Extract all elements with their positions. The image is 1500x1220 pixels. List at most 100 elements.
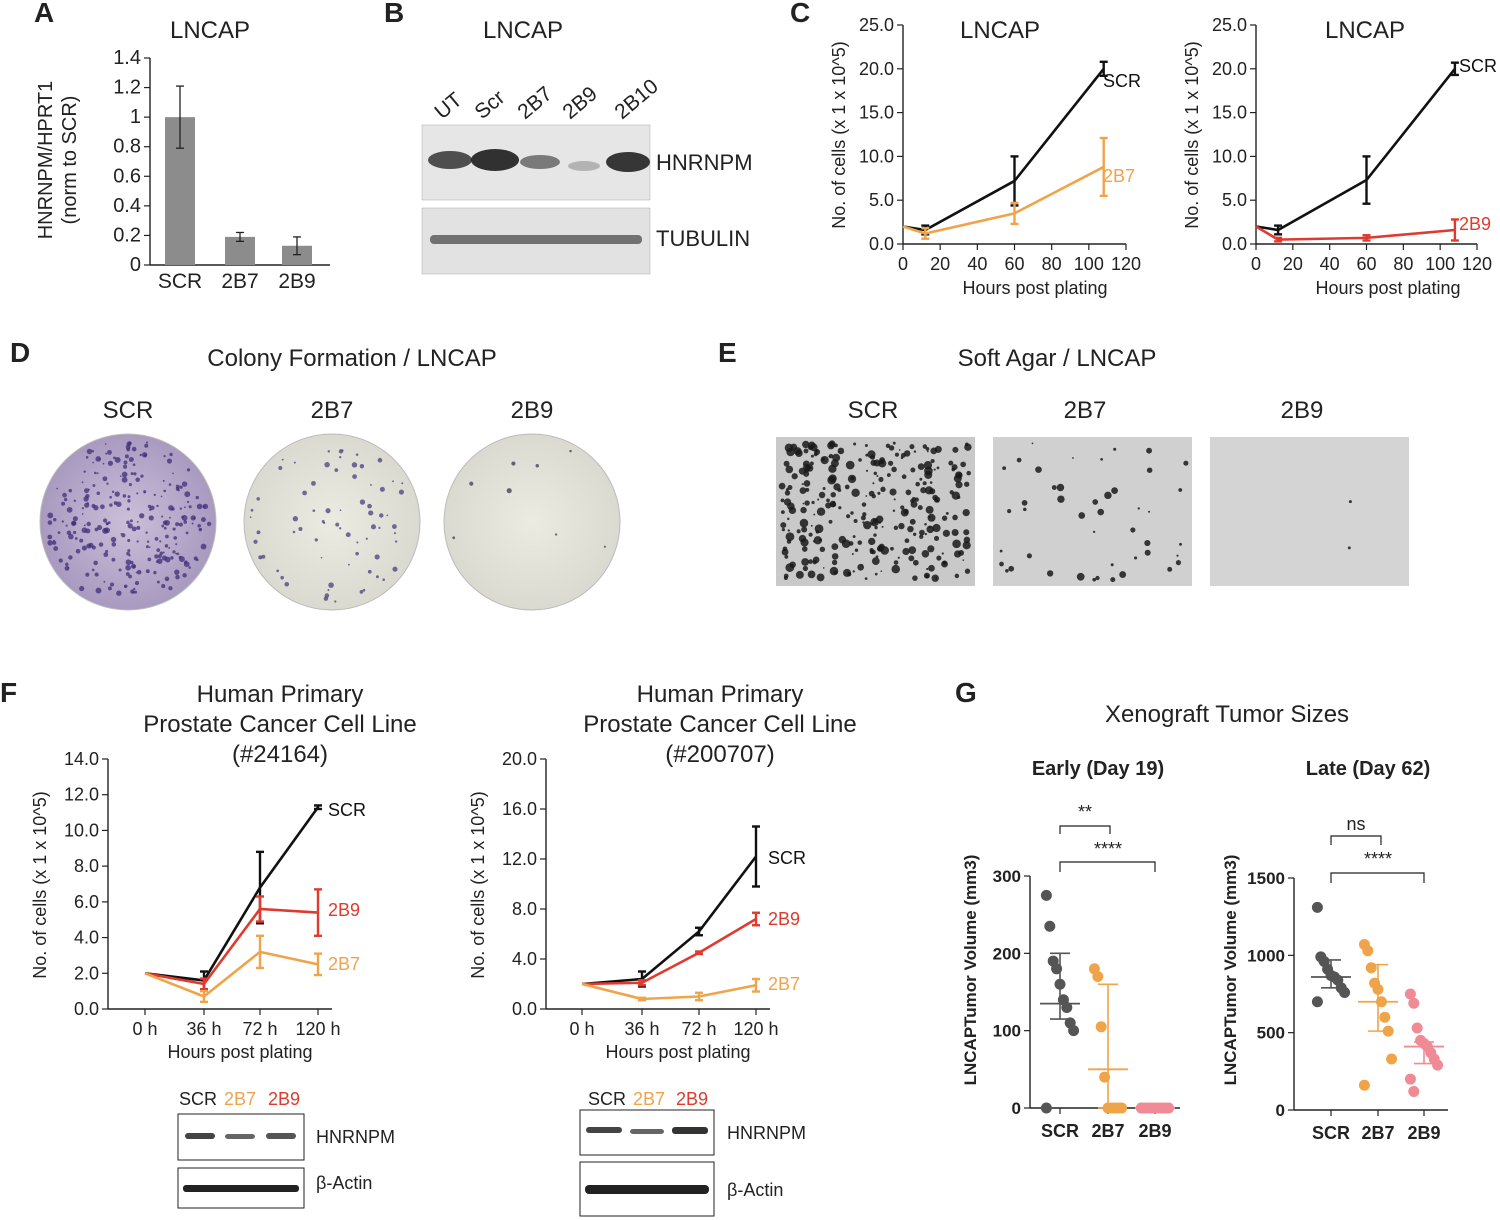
agar-colony-dot [924,532,928,536]
agar-colony-dot [787,517,790,521]
colony-dot [168,546,171,549]
agar-colony-dot [800,506,807,514]
colony-dot [374,554,380,560]
agar-colony-dot [796,529,801,534]
colony-dot [352,474,357,479]
colony-dot [104,443,107,445]
panel-f-right-title-2: Prostate Cancer Cell Line [583,711,856,738]
f-right-blot-row-hnrnpm: HNRNPM [727,1123,806,1143]
f-right-blot-hnrnpm-band-1 [586,1127,622,1133]
colony-dot [159,551,164,556]
colony-dot [345,532,351,538]
colony-dot [256,497,260,501]
panel-c-right-marks: SCR 2B9 [1255,56,1497,243]
panel-a-y-tick-label-5: 1 [130,106,141,128]
panel-f-right-xlabel: Hours post plating [605,1042,750,1062]
colony-dot [53,546,59,551]
agar-colony-dot [1092,499,1099,505]
agar-colony-dot [1176,554,1179,557]
agar-colony-dot [933,468,936,471]
colony-dot [68,533,74,540]
colony-dot [121,476,128,483]
colony-dot [148,515,154,521]
colony-dot [375,575,379,579]
colony-dot [169,452,173,457]
agar-colony-dot [876,475,879,478]
panel-g-late-point-2b7-9 [1358,1079,1370,1091]
agar-colony-dot [1134,556,1138,560]
colony-dot [161,515,164,518]
colony-dot [156,558,163,564]
panel-f-left-series-label-2b7: 2B7 [328,954,360,974]
agar-colony-dot [809,461,814,466]
blot-lane-scr: Scr [470,86,509,124]
colony-dot [327,450,330,453]
colony-dot [379,513,384,518]
panel-g-early-y-tick-label-3: 300 [993,867,1021,886]
agar-colony-dot [873,533,877,537]
agar-colony-dot [1035,466,1042,473]
agar-colony-dot [813,540,816,543]
colony-dot [162,551,165,554]
panel-g-late-ylabel: LNCAPTumor Volume (mm3) [1221,855,1240,1086]
colony-dot [131,446,137,452]
agar-colony-dot [865,453,869,457]
colony-dot [320,556,323,559]
panel-d-colony-formation: Colony Formation / LNCAP SCR 2B7 2B9 [39,345,621,611]
panel-b-western-blot: LNCAP UT Scr 2B7 2B9 2B10 HNRNPM TUBULIN [421,17,753,275]
agar-colony-dot [922,481,927,486]
panel-f-left-marks: SCR 2B9 2B7 [144,800,366,1004]
agar-colony-dot [1167,566,1173,572]
panel-d-title: Colony Formation / LNCAP [207,345,496,372]
colony-dot [365,537,368,540]
agar-colony-dot [1031,442,1034,445]
colony-dot [179,507,183,510]
agar-colony-dot [843,568,852,577]
agar-colony-dot [1144,539,1151,547]
agar-colony-dot [926,450,929,453]
colony-dot [452,536,456,540]
agar-colony-dot [931,574,939,582]
agar-colony-dot [814,524,824,534]
colony-dot [136,521,139,523]
agar-colony-dot [934,445,942,453]
agar-colony-dot [808,441,816,449]
agar-colony-dot [787,529,790,532]
colony-dot [175,574,180,580]
colony-dot [159,540,162,543]
agar-colony-dot [908,555,915,562]
agar-colony-dot [848,541,854,546]
colony-dot [96,491,101,496]
colony-dot [469,481,474,486]
colony-dot [130,589,135,594]
panel-f-right-y-tick-label-3: 12.0 [502,849,537,869]
agar-colony-dot [1111,487,1118,494]
agar-colony-dot [1146,467,1153,473]
agar-colony-dot [909,444,915,450]
agar-colony-dot [808,532,813,537]
blot-band-scr [471,149,519,171]
colony-dot [128,456,134,462]
colony-dot [127,538,131,543]
colony-dot [168,586,173,591]
early-sig-label-1: ** [1078,802,1092,822]
agar-colony-dot [925,505,934,514]
panel-g-late-x-label-scr: SCR [1312,1123,1350,1143]
colony-dot [85,572,90,577]
f-left-blot-lane-2b9: 2B9 [268,1089,300,1109]
early-sig-label-2: **** [1094,839,1122,859]
agar-colony-dot [826,498,830,503]
colony-dot [369,483,372,486]
agar-colony-dot [909,518,916,525]
panel-c-right-x-tick-label-1: 20 [1283,254,1303,274]
agar-colony-dot [936,555,942,561]
f-left-blot-row-actin: β-Actin [316,1173,372,1193]
panel-f-right-axes: 0.0 4.0 8.0 12.0 16.0 20.0 0 h 36 h 72 h 120 h [502,749,779,1039]
agar-colony-dot [1023,507,1027,512]
agar-colony-dot [922,444,928,449]
agar-colony-dot [871,557,880,565]
colony-dot [119,475,122,478]
panel-c-left-xlabel: Hours post plating [962,278,1107,298]
panel-c-left-series-label-scr: SCR [1103,71,1141,91]
colony-dot [71,521,76,526]
